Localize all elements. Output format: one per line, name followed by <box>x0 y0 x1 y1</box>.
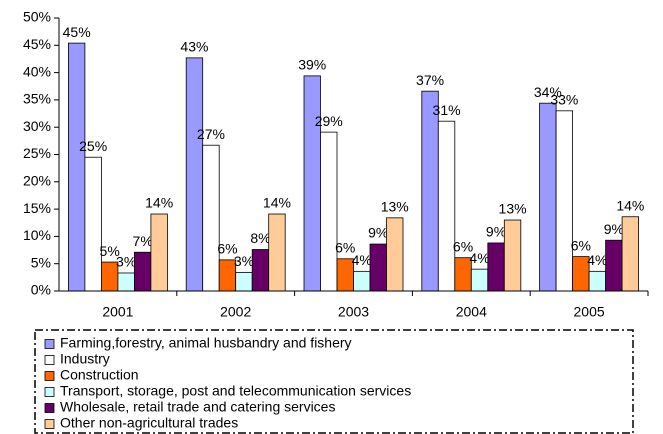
value-label: 3% <box>234 253 254 269</box>
bar <box>235 272 253 292</box>
x-tick-label: 2002 <box>220 304 251 320</box>
bar <box>202 144 220 292</box>
value-label: 6% <box>335 239 355 255</box>
legend-label: Farming,forestry, animal husbandry and f… <box>60 335 352 351</box>
bar <box>503 219 522 292</box>
bar <box>369 243 387 292</box>
legend-swatch <box>44 371 55 381</box>
value-label: 7% <box>133 233 153 249</box>
y-tick-label: 5% <box>31 254 51 270</box>
value-label: 6% <box>571 237 591 253</box>
y-tick-label: 0% <box>31 282 51 298</box>
y-tick-label: 15% <box>23 200 51 216</box>
value-label: 4% <box>469 250 489 266</box>
value-label: 25% <box>79 138 107 154</box>
x-tick-label: 2005 <box>574 304 605 320</box>
value-label: 9% <box>486 224 506 240</box>
legend-swatch <box>44 403 55 413</box>
value-label: 6% <box>453 238 473 254</box>
y-tick-label: 10% <box>23 227 51 243</box>
y-tick-label: 20% <box>23 173 51 189</box>
value-label: 13% <box>381 199 409 215</box>
bar <box>437 120 456 292</box>
x-tick-label: 2001 <box>102 304 133 320</box>
legend-swatch <box>44 339 55 349</box>
bar <box>621 216 639 292</box>
legend-swatch <box>44 387 55 397</box>
value-label: 4% <box>587 252 607 268</box>
y-tick-label: 40% <box>23 63 51 79</box>
value-label: 27% <box>197 126 225 142</box>
bar <box>487 242 505 292</box>
value-label: 9% <box>368 225 388 241</box>
value-label: 9% <box>604 221 624 237</box>
value-label: 14% <box>263 195 291 211</box>
legend-swatch <box>44 355 55 365</box>
legend-label: Wholesale, retail trade and catering ser… <box>60 399 335 415</box>
y-tick-label: 50% <box>23 9 51 25</box>
bar <box>84 156 102 292</box>
bar <box>470 268 489 292</box>
value-label: 33% <box>550 92 578 108</box>
value-label: 34% <box>534 84 562 100</box>
legend-label: Transport, storage, post and telecommuni… <box>60 383 411 399</box>
bar <box>320 131 338 292</box>
bar <box>150 213 168 292</box>
legend-label: Industry <box>60 351 110 367</box>
y-tick-label: 25% <box>23 145 51 161</box>
value-label: 8% <box>250 230 270 246</box>
value-label: 45% <box>63 24 91 40</box>
legend-swatch <box>44 419 55 429</box>
value-label: 29% <box>315 113 343 129</box>
legend-label: Other non-agricultural trades <box>60 415 238 431</box>
value-label: 14% <box>616 197 644 213</box>
value-label: 14% <box>145 195 173 211</box>
value-label: 3% <box>116 254 136 270</box>
value-label: 13% <box>499 201 527 217</box>
value-label: 4% <box>352 252 372 268</box>
bar <box>251 249 270 292</box>
y-tick-label: 45% <box>23 36 51 52</box>
bar <box>185 57 204 292</box>
value-label: 43% <box>180 39 208 55</box>
bar <box>268 213 286 292</box>
value-label: 37% <box>416 72 444 88</box>
bar <box>68 42 86 292</box>
y-tick-label: 35% <box>23 91 51 107</box>
bar <box>588 270 606 292</box>
bar <box>117 272 135 292</box>
x-tick-label: 2003 <box>338 304 369 320</box>
value-label: 6% <box>217 241 237 257</box>
value-label: 39% <box>298 57 326 73</box>
value-label: 5% <box>100 243 120 259</box>
bar <box>303 75 321 292</box>
bar <box>353 270 371 292</box>
bar <box>605 239 623 292</box>
bar <box>386 217 404 292</box>
bar <box>555 110 573 292</box>
legend-box <box>34 329 634 434</box>
bar <box>539 102 557 292</box>
x-tick-label: 2004 <box>456 304 487 320</box>
y-tick-label: 30% <box>23 118 51 134</box>
bar <box>421 90 439 292</box>
bar <box>133 251 152 292</box>
value-label: 31% <box>433 102 461 118</box>
legend-label: Construction <box>60 367 139 383</box>
